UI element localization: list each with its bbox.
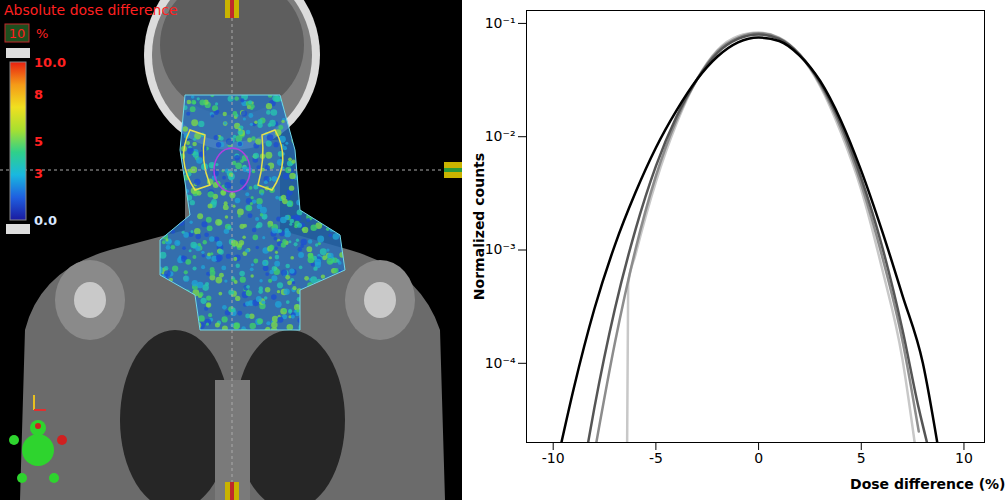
svg-text:0.0: 0.0 — [34, 213, 57, 228]
svg-text:5: 5 — [857, 450, 866, 466]
svg-text:0: 0 — [754, 450, 763, 466]
svg-text:Normalized counts: Normalized counts — [471, 153, 487, 300]
svg-text:8: 8 — [34, 87, 43, 102]
svg-text:Absolute dose difference: Absolute dose difference — [4, 2, 178, 18]
svg-text:-5: -5 — [649, 450, 663, 466]
svg-text:%: % — [36, 26, 48, 41]
svg-text:10.0: 10.0 — [34, 55, 66, 70]
svg-text:5: 5 — [34, 134, 43, 149]
svg-text:10⁻³: 10⁻³ — [485, 241, 516, 257]
svg-text:-10: -10 — [542, 450, 565, 466]
svg-text:10: 10 — [9, 26, 26, 41]
svg-text:Dose difference (%): Dose difference (%) — [850, 476, 1005, 492]
svg-text:3: 3 — [34, 166, 43, 181]
svg-text:10⁻¹: 10⁻¹ — [485, 15, 516, 31]
svg-text:10⁻⁴: 10⁻⁴ — [485, 355, 516, 371]
svg-text:10: 10 — [955, 450, 973, 466]
svg-text:10⁻²: 10⁻² — [485, 128, 516, 144]
